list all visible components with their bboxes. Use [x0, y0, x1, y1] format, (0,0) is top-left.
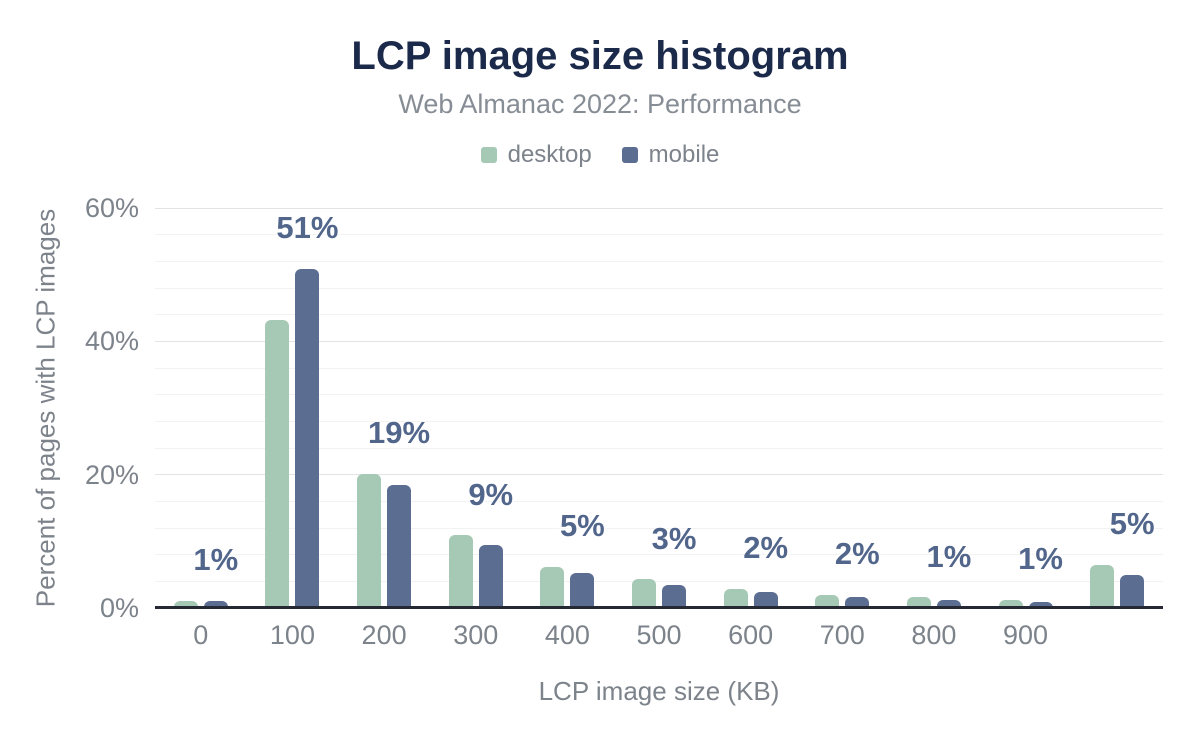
bar-mobile — [203, 601, 228, 608]
plot-area: 0% 20% 40% 60% 1% 0 51% 100 19% 200 9% 300 5% 400 3% 50… — [85, 195, 1163, 650]
bar-pair — [980, 600, 1072, 608]
x-tick-label: 500 — [636, 620, 682, 650]
chart-title: LCP image size histogram — [351, 34, 849, 78]
major-gridline — [155, 207, 1163, 209]
x-tick-label: 200 — [361, 620, 407, 650]
bar-pair — [888, 597, 980, 608]
bar-group: 5% 400 — [522, 208, 614, 650]
bar-desktop — [448, 535, 473, 608]
minor-gridline — [155, 234, 1163, 236]
bar-mobile — [295, 268, 320, 608]
bar-mobile — [845, 597, 870, 608]
bar-pair — [1071, 564, 1163, 608]
bar-group: 1% 900 — [980, 208, 1072, 650]
bar-pair — [796, 594, 888, 608]
bar-pair — [155, 600, 247, 608]
bar-group: 19% 200 — [338, 208, 431, 650]
bar-desktop — [906, 597, 931, 608]
data-label: 51% — [276, 210, 339, 246]
minor-gridline — [155, 580, 1163, 582]
x-tick-label: 800 — [911, 620, 957, 650]
x-tick-label: 0 — [193, 620, 209, 650]
minor-gridline — [155, 447, 1163, 449]
x-axis-line — [155, 606, 1163, 609]
bar-desktop — [815, 594, 840, 608]
y-axis-title: Percent of pages with LCP images — [30, 208, 61, 608]
bar-mobile — [1120, 574, 1145, 608]
x-axis-title: LCP image size (KB) — [538, 676, 780, 706]
bar-mobile — [478, 545, 503, 608]
y-tick-label: 20% — [84, 459, 139, 490]
data-label: 5% — [559, 508, 605, 544]
data-label: 3% — [651, 520, 697, 556]
minor-gridline — [155, 314, 1163, 316]
bar-mobile — [936, 600, 961, 608]
bar-mobile — [661, 585, 686, 608]
data-label: 1% — [1018, 541, 1063, 577]
bar-pair — [522, 566, 614, 608]
bar-mobile — [387, 484, 412, 608]
bar-mobile — [1028, 602, 1053, 608]
bar-desktop — [998, 600, 1023, 608]
minor-gridline — [155, 500, 1163, 502]
mobile-series-swatch — [621, 147, 638, 163]
minor-gridline — [155, 260, 1163, 262]
desktop-series-swatch — [480, 147, 497, 163]
y-tick-label: 60% — [84, 193, 139, 223]
bar-desktop — [1090, 564, 1115, 608]
bar-group: 1% 0 — [155, 208, 247, 650]
bar-desktop — [540, 566, 565, 608]
data-label: 19% — [368, 415, 431, 451]
y-tick-label: 0% — [99, 593, 139, 623]
bar-group: 9% 300 — [430, 208, 522, 650]
data-label: 9% — [468, 476, 514, 512]
legend-label-desktop: desktop — [507, 141, 592, 168]
x-tick-label: 100 — [269, 620, 315, 650]
legend-item-mobile: mobile — [621, 141, 720, 169]
bar-pair — [247, 268, 339, 608]
data-label: 1% — [926, 538, 972, 574]
bar-pair — [613, 579, 705, 608]
x-tick-label: 700 — [819, 620, 865, 650]
bar-mobile — [753, 592, 778, 608]
minor-gridline — [155, 367, 1163, 369]
minor-gridline — [155, 527, 1163, 529]
bar-pair — [338, 474, 430, 608]
bar-group: 51% 100 — [247, 208, 339, 650]
x-tick-label: 300 — [453, 620, 499, 650]
major-gridline — [155, 474, 1163, 476]
bar-desktop — [173, 600, 198, 608]
minor-gridline — [155, 394, 1163, 396]
bar-desktop — [357, 474, 382, 608]
y-tick-label: 40% — [84, 326, 139, 357]
legend: desktop mobile — [0, 141, 1200, 169]
chart-subtitle: Web Almanac 2022: Performance — [398, 89, 802, 119]
bar-group: 3% 500 — [613, 208, 705, 650]
major-gridline — [155, 340, 1163, 342]
legend-label-mobile: mobile — [648, 141, 720, 168]
bar-desktop — [723, 588, 748, 608]
bar-pair — [705, 588, 797, 608]
data-label: 2% — [743, 530, 789, 566]
data-label: 2% — [834, 536, 880, 572]
bar-desktop — [265, 320, 290, 608]
x-tick-label: 600 — [728, 620, 774, 650]
bar-group: 2% 600 — [705, 208, 797, 650]
x-tick-label: 900 — [1003, 620, 1049, 650]
data-label: 5% — [1109, 506, 1155, 542]
legend-item-desktop: desktop — [480, 141, 592, 169]
bar-group: 2% 700 — [796, 208, 888, 650]
minor-gridline — [155, 554, 1163, 556]
x-tick-label: 400 — [544, 620, 590, 650]
bar-group: 5% — [1071, 208, 1163, 608]
bar-desktop — [631, 579, 656, 608]
bar-mobile — [570, 572, 595, 608]
minor-gridline — [155, 287, 1163, 289]
data-label: 1% — [193, 542, 239, 578]
minor-gridline — [155, 420, 1163, 422]
bar-pair — [430, 535, 522, 608]
bar-group: 1% 800 — [888, 208, 980, 650]
